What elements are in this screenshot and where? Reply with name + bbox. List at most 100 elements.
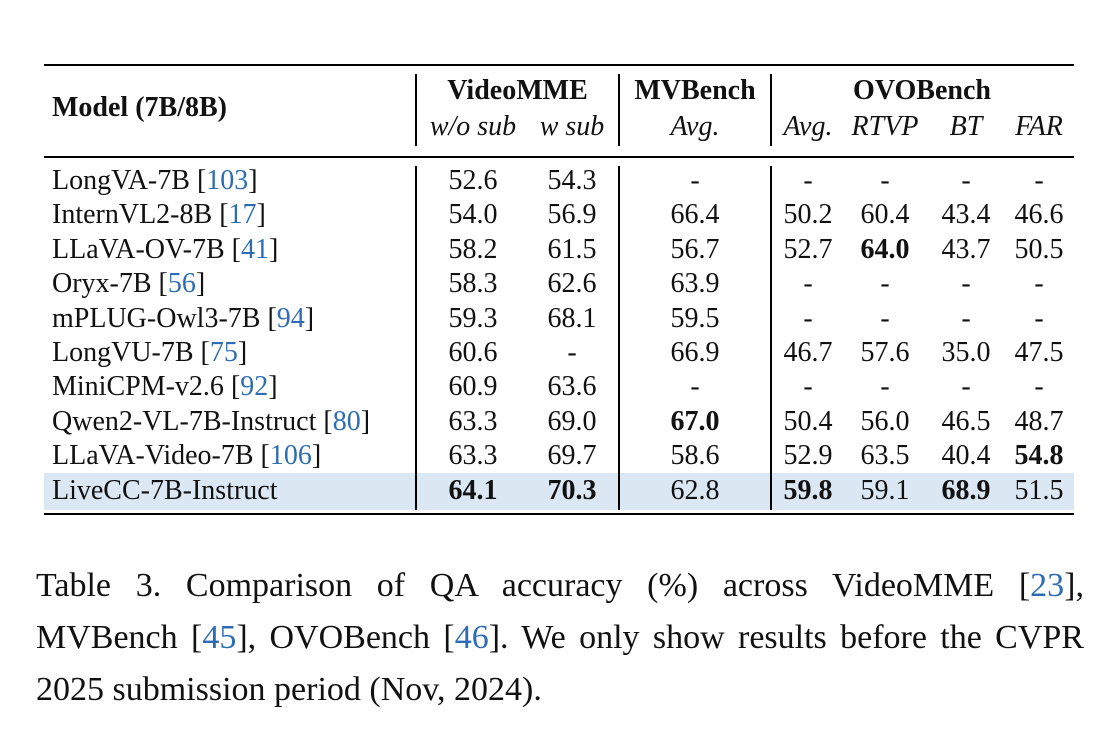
- citation-link[interactable]: 45: [202, 619, 237, 656]
- table-cell: -: [880, 165, 890, 196]
- citation-link[interactable]: 94: [276, 302, 305, 334]
- table-cell: 51.5: [1014, 474, 1064, 506]
- table-cell: 69.0: [547, 405, 597, 437]
- citation-bracket: [: [260, 302, 277, 334]
- citation-link[interactable]: 80: [332, 405, 361, 437]
- table-cell: 60.4: [860, 199, 910, 231]
- citation-bracket: [: [224, 233, 241, 265]
- table-cell: -: [803, 268, 813, 300]
- table-cell: 54.0: [448, 199, 498, 231]
- citation-bracket: [: [316, 405, 333, 437]
- table-cell: 62.8: [670, 474, 720, 506]
- table-cell: 61.5: [547, 233, 597, 265]
- table-cell: -: [961, 302, 971, 334]
- table-cell: 58.3: [448, 268, 498, 300]
- citation-link[interactable]: 17: [228, 199, 257, 231]
- table-cell: -: [961, 268, 971, 300]
- citation-bracket: ]: [360, 405, 371, 437]
- table-cell: -: [880, 371, 890, 403]
- citation-link[interactable]: 23: [1030, 567, 1065, 604]
- citation-link[interactable]: 46: [454, 619, 489, 656]
- table-cell: 63.5: [860, 440, 910, 472]
- table-cell: 43.7: [941, 233, 991, 265]
- table-cell: 64.0: [860, 233, 910, 265]
- table-cell: 54.3: [547, 165, 597, 196]
- citation-bracket: [: [223, 371, 241, 403]
- citation-bracket: [: [193, 337, 210, 368]
- group-header-mvbench: MVBench: [634, 75, 756, 106]
- citation-bracket: ]: [304, 302, 315, 334]
- citation-bracket: [: [151, 268, 168, 300]
- column-separator: [770, 74, 772, 146]
- table-cell: 63.3: [448, 440, 498, 472]
- citation-bracket: ]: [256, 199, 266, 231]
- model-label: LiveCC-7B-Instruct: [52, 474, 278, 506]
- column-separator: [415, 74, 417, 146]
- table-cell: 40.4: [941, 440, 991, 472]
- table-cell: 69.7: [547, 440, 597, 472]
- table-cell: 50.5: [1014, 233, 1064, 265]
- table-cell: 66.9: [670, 337, 720, 368]
- table-cell: 56.0: [860, 405, 910, 437]
- table-cell: 59.8: [783, 474, 833, 506]
- header-rule: [44, 156, 1074, 158]
- citation-link[interactable]: 56: [167, 268, 196, 300]
- citation-link[interactable]: 75: [209, 337, 238, 368]
- bottom-rule: [44, 513, 1074, 515]
- citation-bracket: ]: [268, 371, 278, 403]
- citation-bracket: ]: [311, 440, 322, 472]
- subheader: FAR: [1015, 111, 1063, 142]
- model-label: LongVA-7B: [52, 165, 190, 196]
- highlight-row-background: [44, 473, 1074, 510]
- table-cell: -: [690, 371, 700, 403]
- table-cell: 43.4: [941, 199, 991, 231]
- subheader: w sub: [539, 111, 605, 142]
- model-label: InternVL2-8B: [52, 199, 213, 231]
- group-header-ovobench: OVOBench: [853, 75, 991, 106]
- table-cell: -: [1034, 268, 1044, 300]
- table-cell: 46.5: [941, 405, 991, 437]
- model-label: LongVU-7B: [52, 337, 194, 368]
- table-cell: 57.6: [860, 337, 910, 368]
- table-cell: 58.2: [448, 233, 498, 265]
- model-label: LLaVA-OV-7B: [52, 233, 225, 265]
- table-cell: 64.1: [448, 474, 498, 506]
- table-cell: 60.6: [448, 337, 498, 368]
- model-name: Oryx-7B [56]: [52, 267, 205, 301]
- model-name: Qwen2-VL-7B-Instruct [80]: [52, 405, 370, 439]
- citation-link[interactable]: 103: [206, 165, 249, 196]
- table-cell: 56.9: [547, 199, 597, 231]
- caption-text: ],: [236, 619, 257, 656]
- top-rule: [44, 64, 1074, 66]
- citation-bracket: ]: [269, 233, 279, 265]
- model-name: mPLUG-Owl3-7B [94]: [52, 302, 314, 336]
- table-cell: -: [880, 302, 890, 334]
- caption-label: Table 3.: [36, 567, 162, 604]
- model-name: LiveCC-7B-Instruct: [52, 474, 278, 508]
- table-cell: -: [961, 371, 971, 403]
- table-cell: 68.1: [547, 302, 597, 334]
- caption-text: [: [443, 619, 455, 656]
- model-label: Qwen2-VL-7B-Instruct: [52, 405, 317, 437]
- citation-link[interactable]: 92: [240, 371, 269, 403]
- table-cell: 54.8: [1014, 440, 1064, 472]
- table-cell: 62.6: [547, 268, 597, 300]
- table-cell: 46.7: [783, 337, 833, 368]
- caption-text: ],: [1064, 567, 1084, 604]
- table-cell: 63.3: [448, 405, 498, 437]
- citation-link[interactable]: 106: [269, 440, 312, 472]
- column-separator: [618, 166, 620, 510]
- table-caption: Table 3. Comparison of QA accuracy (%) a…: [36, 560, 1084, 716]
- table-cell: 60.9: [448, 371, 498, 403]
- table-cell: -: [961, 165, 971, 196]
- table-cell: 59.1: [860, 474, 910, 506]
- caption-text: MVBench: [36, 619, 191, 656]
- model-name: MiniCPM-v2.6 [92]: [52, 370, 278, 404]
- table-cell: 47.5: [1014, 337, 1064, 368]
- table-cell: -: [1034, 302, 1044, 334]
- citation-link[interactable]: 41: [241, 233, 269, 265]
- table-cell: 52.9: [783, 440, 833, 472]
- table-cell: -: [880, 268, 890, 300]
- table-cell: 48.7: [1014, 405, 1064, 437]
- model-name: LongVU-7B [75]: [52, 336, 247, 370]
